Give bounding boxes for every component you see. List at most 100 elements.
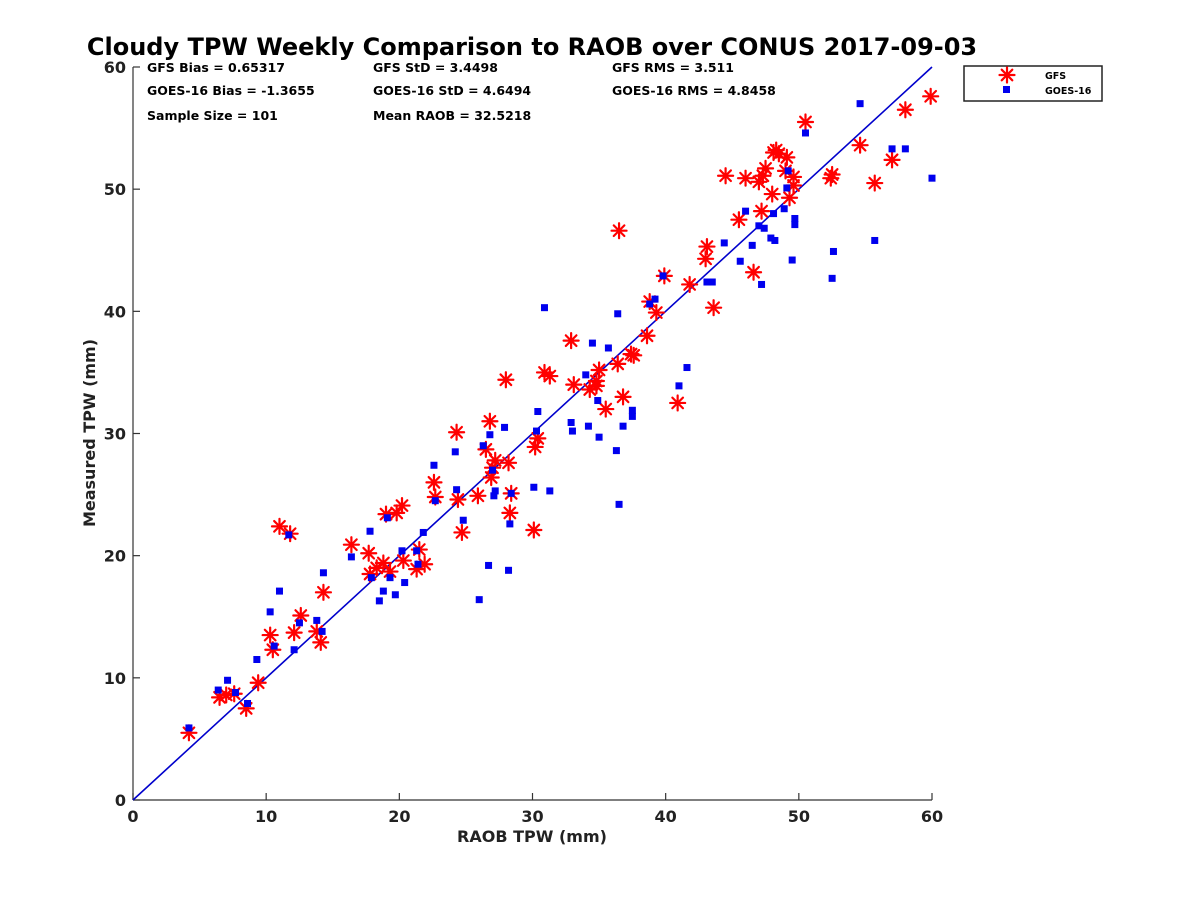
- gfs-point: [374, 554, 392, 572]
- legend-box: [963, 65, 1103, 102]
- goes16-point: [770, 210, 778, 218]
- gfs-point: [883, 151, 901, 169]
- y-tick-label: 0: [115, 791, 126, 810]
- gfs-series: [180, 87, 940, 742]
- gfs-point: [705, 299, 723, 317]
- goes16-point: [708, 278, 716, 286]
- gfs-point: [681, 275, 699, 294]
- gfs-point: [525, 521, 543, 539]
- goes16-point: [232, 688, 240, 696]
- y-tick-label: 50: [104, 180, 126, 199]
- goes16-point: [506, 520, 514, 528]
- gfs-point: [716, 167, 735, 185]
- goes16-point: [485, 561, 493, 569]
- legend-goes16-label: GOES-16: [1045, 86, 1092, 97]
- stat-goes-rms: GOES-16 RMS = 4.8458: [612, 83, 776, 98]
- gfs-point: [744, 263, 763, 281]
- goes16-point: [683, 364, 691, 372]
- y-tick-label: 40: [104, 302, 126, 321]
- chart-title: Cloudy TPW Weekly Comparison to RAOB ove…: [87, 33, 977, 61]
- gfs-point: [499, 454, 518, 472]
- legend-gfs-label: GFS: [1045, 71, 1066, 82]
- goes16-point: [185, 724, 193, 732]
- goes16-point: [628, 406, 636, 414]
- stat-gfs-std: GFS StD = 3.4498: [373, 60, 498, 75]
- goes16-point: [505, 566, 513, 574]
- legend-goes16-marker: [1003, 86, 1010, 93]
- gfs-point: [638, 327, 656, 345]
- gfs-point: [597, 400, 615, 418]
- goes16-point: [475, 596, 483, 604]
- gfs-point: [453, 523, 471, 542]
- goes16-point: [856, 100, 864, 108]
- goes16-point: [501, 423, 509, 431]
- stat-goes-std: GOES-16 StD = 4.6494: [373, 83, 531, 98]
- gfs-point: [796, 113, 815, 131]
- goes16-point: [530, 483, 538, 491]
- gfs-point: [394, 551, 412, 570]
- stat-mean-raob: Mean RAOB = 32.5218: [373, 108, 531, 123]
- goes16-point: [888, 145, 896, 153]
- goes16-point: [313, 616, 321, 624]
- y-tick-label: 10: [104, 669, 126, 688]
- goes16-point: [615, 500, 623, 508]
- goes16-point: [490, 492, 498, 500]
- goes16-point: [646, 300, 654, 308]
- goes16-point: [295, 619, 303, 627]
- goes16-point: [588, 339, 596, 347]
- gfs-point: [587, 372, 606, 390]
- gfs-point: [481, 412, 499, 430]
- gfs-point: [447, 423, 466, 441]
- goes16-point: [414, 560, 422, 568]
- goes16-point: [736, 257, 744, 265]
- goes16-point: [270, 642, 278, 650]
- gfs-point: [647, 303, 665, 322]
- goes16-point: [398, 547, 406, 555]
- x-axis-label: RAOB TPW (mm): [457, 827, 607, 846]
- gfs-point: [393, 496, 411, 515]
- gfs-point: [625, 346, 643, 364]
- legend: GFS GOES-16: [963, 65, 1103, 102]
- goes16-point: [244, 699, 252, 707]
- goes16-point: [275, 587, 283, 595]
- gfs-point: [425, 473, 443, 491]
- goes16-point: [760, 224, 768, 232]
- x-tick-label: 40: [655, 807, 677, 826]
- gfs-point: [736, 169, 755, 187]
- goes16-point: [784, 167, 792, 175]
- x-tick-label: 30: [521, 807, 543, 826]
- goes16-point: [651, 295, 659, 303]
- goes16-point: [489, 466, 497, 474]
- gfs-point: [360, 544, 378, 562]
- stat-goes-bias: GOES-16 Bias = -1.3655: [147, 83, 315, 98]
- gfs-point: [312, 633, 330, 652]
- goes16-point: [568, 427, 576, 435]
- gfs-point: [469, 487, 487, 505]
- x-tick-label: 10: [255, 807, 277, 826]
- goes16-point: [479, 442, 487, 450]
- goes16-point: [532, 427, 540, 435]
- goes16-point: [595, 433, 603, 441]
- goes16-point: [720, 239, 728, 247]
- goes16-point: [780, 205, 788, 213]
- goes16-point: [266, 608, 274, 616]
- gfs-point: [823, 165, 841, 184]
- goes16-point: [430, 461, 438, 469]
- goes16-point: [791, 221, 799, 229]
- goes16-point: [507, 489, 515, 497]
- goes16-point: [703, 278, 711, 286]
- y-tick-label: 20: [104, 547, 126, 566]
- goes16-point: [383, 514, 391, 522]
- goes16-point: [540, 304, 548, 312]
- gfs-point: [342, 536, 360, 554]
- goes16-point: [413, 547, 421, 555]
- goes16-point: [451, 448, 459, 456]
- gfs-point: [763, 185, 781, 203]
- goes16-point: [391, 591, 399, 599]
- goes16-point: [614, 310, 622, 318]
- legend-gfs-asterisk: [998, 66, 1016, 84]
- goes16-point: [318, 627, 326, 635]
- goes16-point: [419, 528, 427, 536]
- gfs-point: [610, 222, 628, 240]
- gfs-point: [449, 490, 467, 509]
